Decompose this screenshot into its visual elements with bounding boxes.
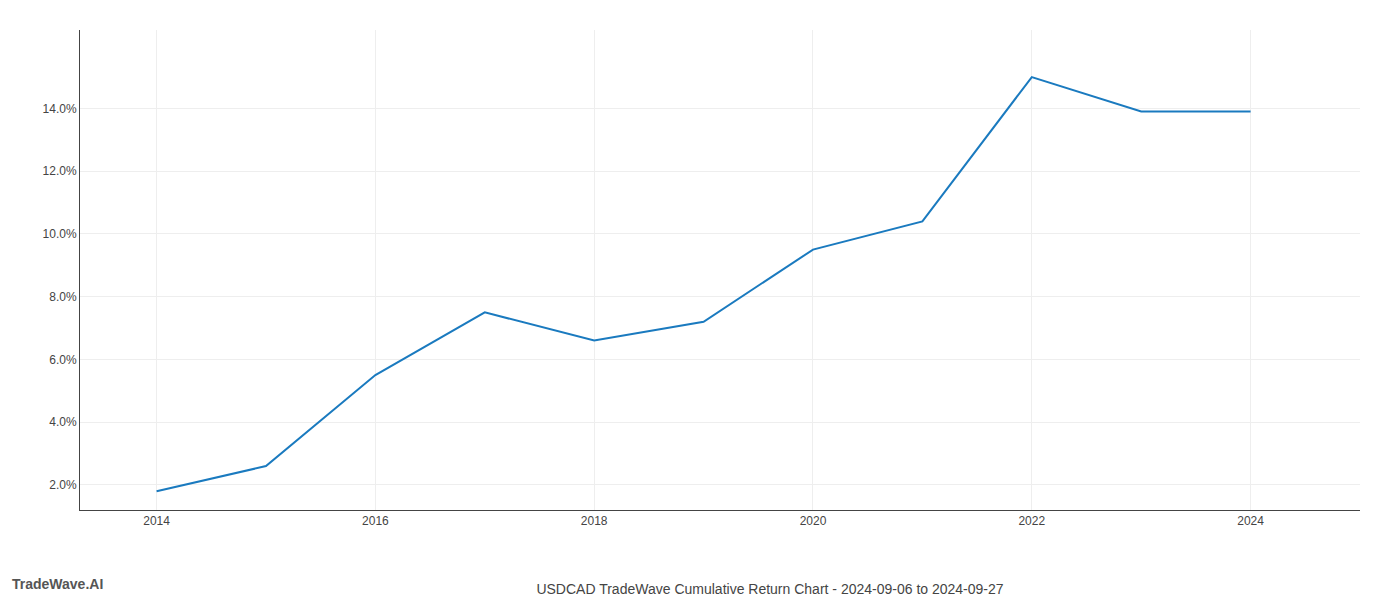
svg-text:2.0%: 2.0% (49, 478, 77, 492)
svg-text:6.0%: 6.0% (49, 353, 77, 367)
svg-text:2022: 2022 (1018, 514, 1045, 528)
svg-text:USDCAD TradeWave Cumulative Re: USDCAD TradeWave Cumulative Return Chart… (536, 581, 1003, 597)
svg-text:14.0%: 14.0% (43, 102, 77, 116)
svg-text:2024: 2024 (1237, 514, 1264, 528)
svg-text:2020: 2020 (800, 514, 827, 528)
svg-text:8.0%: 8.0% (49, 290, 77, 304)
svg-text:2018: 2018 (581, 514, 608, 528)
svg-text:4.0%: 4.0% (49, 415, 77, 429)
svg-text:2016: 2016 (362, 514, 389, 528)
svg-text:10.0%: 10.0% (43, 227, 77, 241)
svg-text:TradeWave.AI: TradeWave.AI (12, 576, 103, 592)
svg-text:12.0%: 12.0% (43, 164, 77, 178)
svg-text:2014: 2014 (143, 514, 170, 528)
